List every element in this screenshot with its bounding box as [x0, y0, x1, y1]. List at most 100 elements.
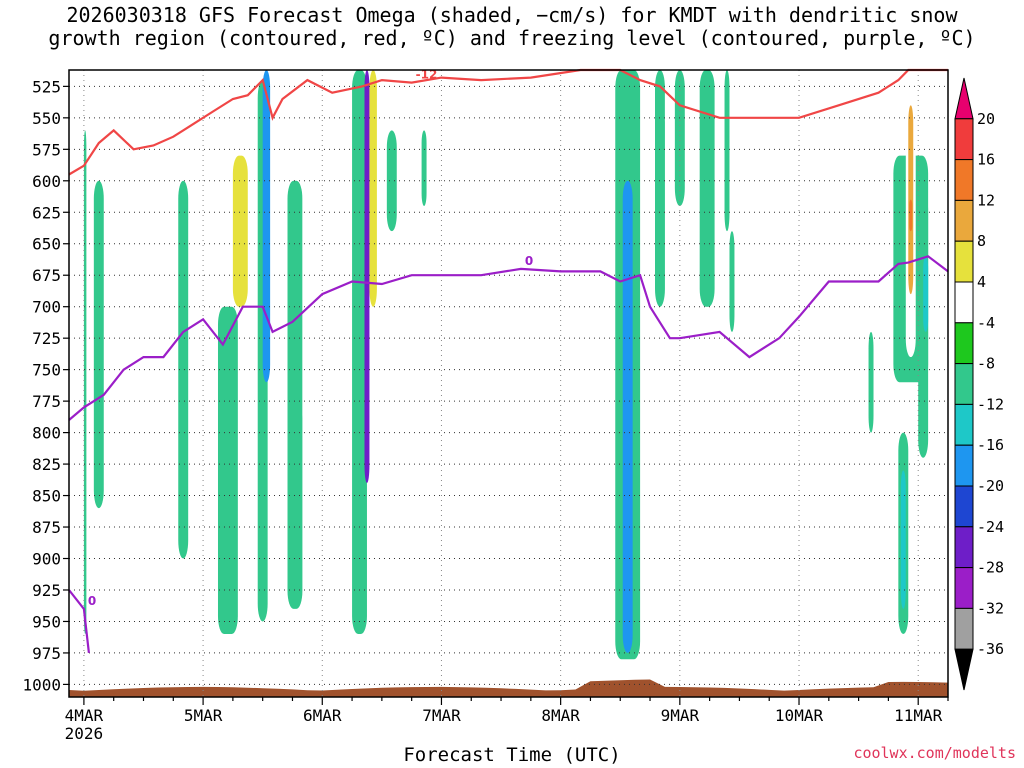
- omega-shading-layer: [83, 70, 929, 660]
- omega-region-16: [570, 70, 579, 131]
- colorbar-box-11: [954, 526, 974, 569]
- y-tick-label-10: 775: [32, 392, 61, 411]
- colorbar-label-12: -32: [977, 599, 1004, 617]
- omega-region-0: [83, 130, 87, 635]
- y-tick-label-7: 700: [32, 298, 61, 317]
- y-tick-label-16: 925: [32, 581, 61, 600]
- x-tick-label-5: 9MAR: [661, 706, 700, 725]
- colorbar-box-2: [954, 159, 974, 201]
- colorbar-box-7: [954, 363, 974, 405]
- x-axis-label: Forecast Time (UTC): [403, 744, 621, 766]
- omega-region-5: [232, 155, 248, 307]
- colorbar-box-6: [954, 322, 974, 365]
- x-year-label: 2026: [65, 724, 104, 743]
- ground-terrain: [69, 679, 948, 697]
- y-tick-label-11: 800: [32, 424, 61, 443]
- colorbar-label-7: -12: [977, 395, 1004, 413]
- chart-title: 2026030318 GFS Forecast Omega (shaded, −…: [0, 4, 1024, 50]
- x-tick-label-2: 6MAR: [303, 706, 342, 725]
- omega-region-13: [386, 130, 397, 232]
- colorbar-bottom-triangle: [954, 648, 974, 691]
- colorbar-box-10: [954, 485, 974, 528]
- colorbar-box-12: [954, 567, 974, 609]
- omega-region-30: [863, 70, 879, 156]
- contour-line-0: [68, 68, 948, 176]
- contour-label-0: -12: [416, 68, 438, 82]
- credit-text: coolwx.com/modelts: [853, 744, 1016, 762]
- colorbar-top-triangle: [954, 77, 974, 120]
- omega-region-4: [217, 306, 238, 635]
- omega-region-15: [461, 432, 467, 521]
- y-tick-label-2: 575: [32, 140, 61, 159]
- colorbar-box-4: [954, 240, 974, 283]
- y-tick-label-4: 625: [32, 203, 61, 222]
- ground-layer: [69, 679, 948, 697]
- title-line-1: 2026030318 GFS Forecast Omega (shaded, −…: [66, 3, 958, 27]
- colorbar-label-0: 20: [977, 110, 995, 128]
- colorbar-label-13: -36: [977, 640, 1004, 658]
- omega-region-21: [664, 70, 675, 131]
- x-tick-label-1: 5MAR: [184, 706, 223, 725]
- colorbar-label-11: -28: [977, 559, 1004, 577]
- omega-region-37: [900, 470, 906, 609]
- omega-region-23: [699, 70, 715, 307]
- colorbar-box-1: [954, 118, 974, 161]
- y-tick-label-0: 525: [32, 77, 61, 96]
- y-tick-label-18: 975: [32, 644, 61, 663]
- omega-region-35: [909, 199, 913, 232]
- x-tick-label-4: 8MAR: [541, 706, 580, 725]
- omega-region-25: [729, 231, 735, 332]
- contour-line-2: [68, 589, 90, 654]
- colorbar-label-10: -24: [977, 518, 1004, 536]
- plot-frame: [68, 69, 949, 698]
- omega-region-31: [868, 331, 874, 433]
- colorbar-label-4: 4: [977, 273, 986, 291]
- omega-region-34: [908, 105, 914, 295]
- x-tick-label-7: 11MAR: [894, 706, 943, 725]
- omega-region-2: [133, 205, 144, 458]
- omega-region-24: [724, 70, 730, 232]
- colorbar-label-6: -8: [977, 355, 995, 373]
- y-tick-label-12: 825: [32, 455, 61, 474]
- contour-label-1: 0: [525, 254, 533, 268]
- y-tick-label-17: 950: [32, 612, 61, 631]
- axes-layer: 525 550 575 600 625 650 675 700 725 750 775 800 825 8…: [22, 69, 949, 743]
- colorbar-label-2: 12: [977, 191, 995, 209]
- colorbar-label-8: -16: [977, 436, 1004, 454]
- x-tick-label-0: 4MAR: [65, 706, 104, 725]
- colorbar-box-13: [954, 607, 974, 650]
- y-tick-label-19: 1000: [22, 675, 61, 694]
- x-tick-label-6: 10MAR: [775, 706, 824, 725]
- omega-region-27: [764, 256, 775, 383]
- omega-region-20: [655, 70, 665, 307]
- y-tick-label-9: 750: [32, 361, 61, 380]
- omega-region-3: [178, 180, 189, 559]
- omega-region-8: [287, 180, 303, 609]
- colorbar-label-9: -20: [977, 477, 1004, 495]
- plot-background: [69, 70, 948, 697]
- contour-line-1: [68, 255, 949, 421]
- colorbar-label-3: 8: [977, 232, 986, 250]
- contour-layer: -12 0 0: [68, 68, 949, 654]
- title-line-2: growth region (contoured, red, ºC) and f…: [48, 26, 976, 50]
- omega-region-28: [794, 306, 800, 408]
- colorbar-box-3: [954, 199, 974, 242]
- omega-region-26: [729, 357, 745, 559]
- omega-region-11: [364, 70, 370, 483]
- omega-region-12: [369, 70, 377, 307]
- y-tick-label-3: 600: [32, 172, 61, 191]
- y-tick-label-15: 900: [32, 550, 61, 569]
- omega-region-10: [352, 70, 367, 635]
- omega-region-1: [93, 180, 104, 509]
- y-tick-label-5: 650: [32, 235, 61, 254]
- y-tick-label-14: 875: [32, 518, 61, 537]
- plot-area: [69, 70, 948, 697]
- colorbar-label-5: -4: [977, 314, 995, 332]
- omega-region-7: [262, 70, 271, 383]
- contour-label-2: 0: [88, 594, 96, 608]
- y-tick-label-6: 675: [32, 266, 61, 285]
- y-tick-label-13: 850: [32, 487, 61, 506]
- colorbar-box-5: [954, 281, 974, 324]
- omega-region-39: [923, 256, 929, 332]
